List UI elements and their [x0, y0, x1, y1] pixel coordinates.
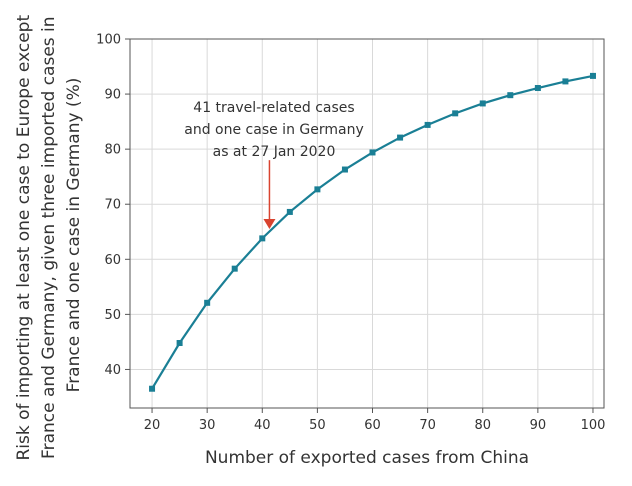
data-point [507, 92, 514, 99]
data-point [286, 208, 293, 215]
annotation-text-line: and one case in Germany [184, 122, 363, 138]
y-axis: 40 50 60 70 80 90 100 [96, 33, 130, 378]
y-tick-label: 100 [96, 33, 121, 48]
y-tick-label: 80 [104, 143, 121, 158]
data-point [452, 110, 459, 117]
y-tick-label: 60 [104, 253, 121, 268]
data-point [204, 299, 211, 306]
y-tick-label: 50 [104, 308, 121, 323]
data-point [397, 134, 404, 141]
data-point [479, 100, 486, 107]
data-point [149, 385, 156, 392]
x-tick-label: 40 [254, 418, 271, 433]
y-tick-label: 70 [104, 198, 121, 213]
data-point [369, 149, 376, 156]
data-point [534, 85, 541, 92]
x-tick-label: 20 [144, 418, 161, 433]
x-axis-title: Number of exported cases from China [205, 448, 529, 468]
x-tick-label: 50 [309, 418, 326, 433]
x-tick-label: 30 [199, 418, 216, 433]
y-axis-title: Risk of importing at least one case to E… [14, 9, 84, 460]
data-point [314, 186, 321, 193]
data-point [176, 340, 183, 347]
x-tick-label: 90 [530, 418, 547, 433]
x-axis: 20 30 40 50 60 70 80 90 100 [144, 408, 606, 433]
series-layer [149, 72, 596, 392]
x-tick-label: 70 [419, 418, 436, 433]
x-tick-label: 100 [581, 418, 606, 433]
data-point [231, 265, 238, 272]
y-axis-title-line-3: France and one case in Germany (%) [64, 78, 84, 393]
data-point [562, 78, 569, 85]
annotation-text-line: as at 27 Jan 2020 [213, 144, 336, 160]
x-tick-label: 60 [364, 418, 381, 433]
plot-frame [129, 38, 605, 409]
y-axis-title-line-2: France and Germany, given three imported… [39, 16, 59, 458]
y-tick-label: 90 [104, 88, 121, 103]
data-point [341, 166, 348, 173]
x-tick-label: 80 [474, 418, 491, 433]
y-axis-title-line-1: Risk of importing at least one case to E… [14, 15, 34, 461]
annotation-arrow-head [263, 219, 276, 230]
data-point [424, 121, 431, 128]
annotation-text-line: 41 travel-related cases [193, 100, 354, 116]
annotation: 41 travel-related cases and one case in G… [184, 100, 364, 230]
grid [129, 38, 605, 409]
data-point [259, 235, 266, 242]
y-tick-label: 40 [104, 363, 121, 378]
data-point [589, 72, 596, 79]
